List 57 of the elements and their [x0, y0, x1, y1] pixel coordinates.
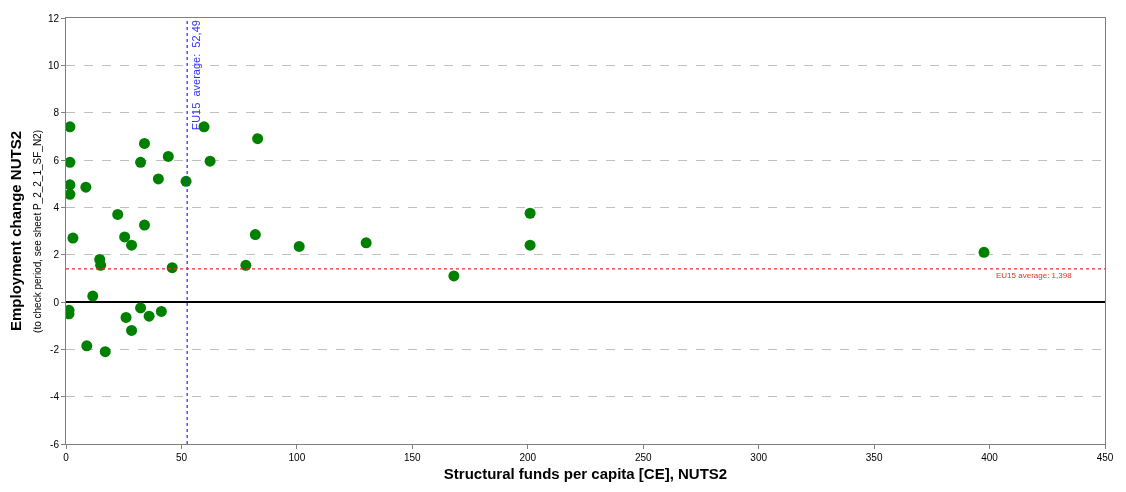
y-tick-label: -6: [50, 438, 60, 450]
point: [524, 239, 536, 251]
ref-line-label: EU15 average: 1,398: [996, 271, 1073, 280]
ref-line-label: EU15 average: 52,49: [190, 20, 203, 131]
point: [162, 150, 174, 162]
y-tick-label: 0: [53, 296, 60, 308]
point: [126, 239, 138, 251]
x-tick-label: 150: [403, 452, 422, 463]
point: [66, 188, 76, 200]
x-tick-label: 50: [175, 452, 188, 463]
y-tick-label: -4: [50, 391, 60, 403]
point: [139, 137, 150, 149]
x-tick-label: 300: [750, 452, 768, 463]
x-tick-label: 350: [865, 452, 883, 463]
x-tick-label: 100: [288, 452, 306, 463]
point: [135, 302, 147, 314]
x-tick-label: 400: [981, 452, 999, 463]
x-tick-label: 0: [63, 452, 70, 463]
point: [293, 240, 305, 252]
point: [99, 346, 111, 358]
point: [112, 208, 124, 220]
point: [87, 290, 99, 302]
point: [360, 237, 372, 249]
point: [120, 311, 132, 323]
y-tick-label: 6: [53, 154, 60, 166]
point: [252, 133, 264, 145]
y-axis-title: Employment change NUTS2: [7, 130, 25, 332]
x-axis-title: Structural funds per capita [CE], NUTS2: [443, 465, 728, 482]
x-tick-label: 200: [519, 452, 537, 463]
y-tick-label: -2: [50, 343, 60, 355]
text: (to check period, see sheet P_2_2_1_SF_N2): [31, 130, 43, 333]
point: [448, 270, 460, 282]
point: [524, 207, 536, 219]
point: [126, 324, 138, 336]
point: [249, 229, 261, 241]
y-tick-label: 10: [47, 59, 60, 71]
y-tick-label: 2: [53, 249, 60, 261]
x-tick-label: 250: [634, 452, 652, 463]
point: [66, 121, 76, 133]
point: [81, 340, 93, 352]
point: [66, 179, 76, 191]
point: [139, 219, 150, 231]
point: [978, 246, 990, 258]
y-tick-label: 8: [53, 107, 60, 119]
x-tick-label: 450: [1096, 452, 1114, 463]
point: [155, 305, 167, 317]
point: [67, 232, 79, 244]
point: [180, 175, 192, 187]
point: [204, 155, 216, 167]
point: [135, 156, 147, 168]
point: [66, 156, 76, 168]
y-tick-label: 12: [47, 12, 60, 24]
point: [152, 173, 164, 185]
point: [143, 310, 155, 322]
point: [80, 181, 92, 193]
point: [119, 231, 131, 243]
y-tick-label: 4: [53, 201, 60, 213]
